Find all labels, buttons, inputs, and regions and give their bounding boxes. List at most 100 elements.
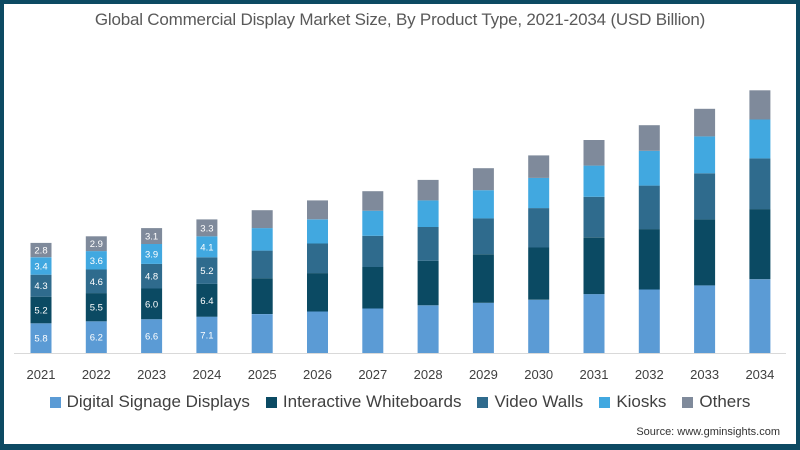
bar-segment-interactive-whiteboards-2032 <box>638 229 660 290</box>
x-tick-label: 2022 <box>82 367 111 382</box>
bar-segment-video-walls-2021 <box>30 274 52 297</box>
bar-segment-kiosks-2028 <box>417 200 439 227</box>
bar-segment-kiosks-2030 <box>528 177 550 209</box>
bar-segment-kiosks-2025 <box>251 228 273 251</box>
bar-stack-2021: 5.8 5.2 4.3 3.4 2.8 <box>30 242 52 353</box>
bar-segment-interactive-whiteboards-2029 <box>472 254 494 303</box>
bar-segment-video-walls-2033 <box>694 173 716 220</box>
bar-segment-video-walls-2031 <box>583 196 605 238</box>
data-label: 4.6 <box>90 277 103 288</box>
bar-stack-2033 <box>694 108 716 353</box>
bar-segment-kiosks-2027 <box>362 210 384 236</box>
bar-segment-digital-signage-displays-2026 <box>307 311 328 353</box>
bar-segment-kiosks-2024 <box>196 236 218 258</box>
legend-swatch <box>265 396 277 408</box>
source-note: Source: www.gminsights.com <box>636 426 780 438</box>
legend-label: Kiosks <box>616 392 667 411</box>
bar-segment-others-2031 <box>583 140 605 166</box>
data-label: 5.5 <box>90 303 103 314</box>
x-tick-label: 2021 <box>27 367 56 382</box>
bar-segment-interactive-whiteboards-2031 <box>583 237 605 295</box>
legend-label: Digital Signage Displays <box>66 392 250 411</box>
bar-segment-kiosks-2029 <box>472 190 494 219</box>
bar-segment-kiosks-2026 <box>307 219 328 244</box>
legend-swatch <box>49 396 61 408</box>
bar-segment-digital-signage-displays-2025 <box>251 314 273 353</box>
bar-segment-others-2029 <box>472 168 494 191</box>
bar-segment-interactive-whiteboards-2021 <box>30 296 52 324</box>
bar-segment-digital-signage-displays-2021 <box>30 323 52 353</box>
bar-segment-digital-signage-displays-2024 <box>196 316 218 353</box>
x-tick-label: 2025 <box>248 367 277 382</box>
x-tick-label: 2023 <box>137 367 166 382</box>
legend-item-digital-signage-displays: Digital Signage Displays <box>49 392 250 412</box>
bar-segment-interactive-whiteboards-2023 <box>141 288 163 320</box>
legend-swatch <box>477 396 489 408</box>
bar-segment-others-2022 <box>85 236 107 252</box>
data-label: 2.9 <box>90 239 103 250</box>
bar-segment-others-2025 <box>251 210 273 229</box>
data-label: 4.1 <box>200 242 213 253</box>
bar-stack-2025 <box>251 210 273 353</box>
bar-segment-video-walls-2029 <box>472 218 494 255</box>
bar-segment-kiosks-2022 <box>85 251 107 270</box>
bar-segment-others-2027 <box>362 191 384 211</box>
bar-segment-video-walls-2022 <box>85 269 107 294</box>
bar-segment-digital-signage-displays-2028 <box>417 305 439 353</box>
x-tick-label: 2034 <box>745 367 774 382</box>
bar-segment-interactive-whiteboards-2030 <box>528 247 550 300</box>
x-tick-label: 2031 <box>580 367 609 382</box>
bar-segment-interactive-whiteboards-2025 <box>251 278 273 314</box>
x-tick-label: 2030 <box>524 367 553 382</box>
bar-segment-others-2033 <box>694 108 716 137</box>
bar-stack-2032 <box>638 125 660 353</box>
x-tick-label: 2027 <box>358 367 387 382</box>
bar-segment-video-walls-2025 <box>251 250 273 279</box>
bar-segment-interactive-whiteboards-2022 <box>85 293 107 322</box>
bar-segment-digital-signage-displays-2023 <box>141 319 163 353</box>
bar-segment-video-walls-2030 <box>528 208 550 248</box>
bar-segment-digital-signage-displays-2022 <box>85 321 107 353</box>
bar-segment-interactive-whiteboards-2027 <box>362 267 384 309</box>
x-tick-label: 2032 <box>635 367 664 382</box>
bar-segment-interactive-whiteboards-2026 <box>307 273 328 312</box>
bar-segment-others-2034 <box>749 90 771 120</box>
data-label: 7.1 <box>200 330 213 341</box>
bar-segment-video-walls-2024 <box>196 257 218 284</box>
bar-stack-2030 <box>528 155 550 353</box>
legend-item-video-walls: Video Walls <box>477 392 583 412</box>
bar-stack-2024: 7.1 6.4 5.2 4.1 3.3 <box>196 219 218 353</box>
data-label: 3.1 <box>145 232 158 243</box>
bar-stack-2027 <box>362 191 384 353</box>
bar-segment-interactive-whiteboards-2033 <box>694 219 716 286</box>
bar-segment-digital-signage-displays-2029 <box>472 302 494 353</box>
bar-segment-kiosks-2034 <box>749 119 771 159</box>
data-label: 3.9 <box>145 249 158 260</box>
legend-swatch <box>599 396 611 408</box>
bar-segment-kiosks-2031 <box>583 165 605 197</box>
data-label: 4.3 <box>34 281 47 292</box>
bar-stack-2029 <box>472 168 494 353</box>
data-label: 3.3 <box>200 223 213 234</box>
bar-segment-video-walls-2027 <box>362 235 384 267</box>
bar-stack-2022: 6.2 5.5 4.6 3.6 2.9 <box>85 236 107 353</box>
bar-segment-digital-signage-displays-2030 <box>528 299 550 353</box>
bar-segment-digital-signage-displays-2031 <box>583 294 605 353</box>
bar-segment-others-2023 <box>141 228 163 244</box>
bar-segment-interactive-whiteboards-2028 <box>417 260 439 306</box>
data-label: 5.8 <box>34 334 47 345</box>
bar-segment-kiosks-2033 <box>694 136 716 174</box>
data-label: 5.2 <box>34 306 47 317</box>
chart-title: Global Commercial Display Market Size, B… <box>94 10 706 29</box>
bar-segment-digital-signage-displays-2033 <box>694 285 716 353</box>
legend-item-interactive-whiteboards: Interactive Whiteboards <box>265 392 461 412</box>
legend-item-others: Others <box>682 392 750 412</box>
x-tick-label: 2028 <box>414 367 443 382</box>
bar-segment-others-2026 <box>307 200 328 220</box>
bar-segment-kiosks-2021 <box>30 257 52 275</box>
data-label: 6.0 <box>145 299 158 310</box>
bar-segment-others-2030 <box>528 155 550 178</box>
legend-item-kiosks: Kiosks <box>599 392 666 412</box>
bars-group: 5.8 5.2 4.3 3.4 2.8 6.2 5.5 4.6 3.6 2.9 6.6 6.0 4.8 3… <box>30 90 771 353</box>
bar-segment-digital-signage-displays-2032 <box>638 289 660 353</box>
